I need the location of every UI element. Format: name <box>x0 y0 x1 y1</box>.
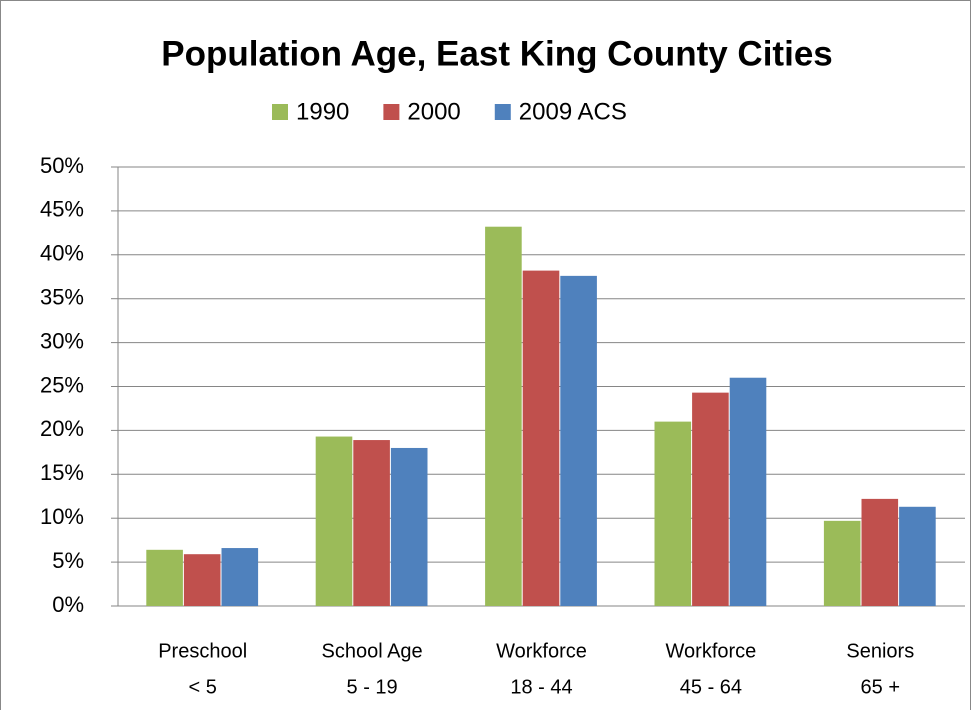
y-tick-label: 10% <box>40 504 84 529</box>
bar <box>353 440 390 606</box>
chart-title: Population Age, East King County Cities <box>161 34 833 73</box>
x-tick-label: 18 - 44 <box>510 676 572 698</box>
bar <box>560 275 597 606</box>
legend-label: 2009 ACS <box>519 98 627 125</box>
y-tick-label: 40% <box>40 241 84 266</box>
x-tick-label: Preschool <box>158 640 247 662</box>
x-tick-label: Seniors <box>846 640 914 662</box>
y-tick-label: 20% <box>40 416 84 441</box>
y-tick-label: 25% <box>40 372 84 397</box>
bar <box>485 226 522 607</box>
y-tick-label: 50% <box>40 153 84 178</box>
bar <box>390 447 428 606</box>
bar <box>899 506 936 606</box>
x-tick-label: < 5 <box>189 676 217 698</box>
bar <box>221 548 259 606</box>
bar <box>823 520 861 606</box>
bar <box>522 270 560 606</box>
bar <box>692 392 729 606</box>
y-tick-label: 30% <box>40 328 84 353</box>
x-tick-label: School Age <box>321 640 422 662</box>
legend-swatch <box>494 104 511 120</box>
y-tick-label: 15% <box>40 460 84 485</box>
legend-swatch <box>272 104 288 120</box>
y-tick-label: 0% <box>52 592 84 617</box>
legend-label: 1990 <box>296 98 349 125</box>
bar <box>654 421 692 606</box>
legend-swatch <box>383 104 400 120</box>
bar <box>183 554 221 606</box>
x-tick-label: 65 + <box>861 676 900 698</box>
bar <box>861 498 899 606</box>
y-tick-label: 5% <box>52 548 84 573</box>
bar <box>315 436 353 606</box>
bar <box>146 549 183 606</box>
y-tick-label: 45% <box>40 197 84 222</box>
x-tick-label: 5 - 19 <box>347 676 398 698</box>
bar <box>729 377 767 606</box>
x-tick-label: Workforce <box>496 640 587 662</box>
x-tick-label: Workforce <box>666 640 757 662</box>
x-tick-label: 45 - 64 <box>680 676 742 698</box>
legend-label: 2000 <box>407 98 460 125</box>
y-tick-label: 35% <box>40 285 84 310</box>
